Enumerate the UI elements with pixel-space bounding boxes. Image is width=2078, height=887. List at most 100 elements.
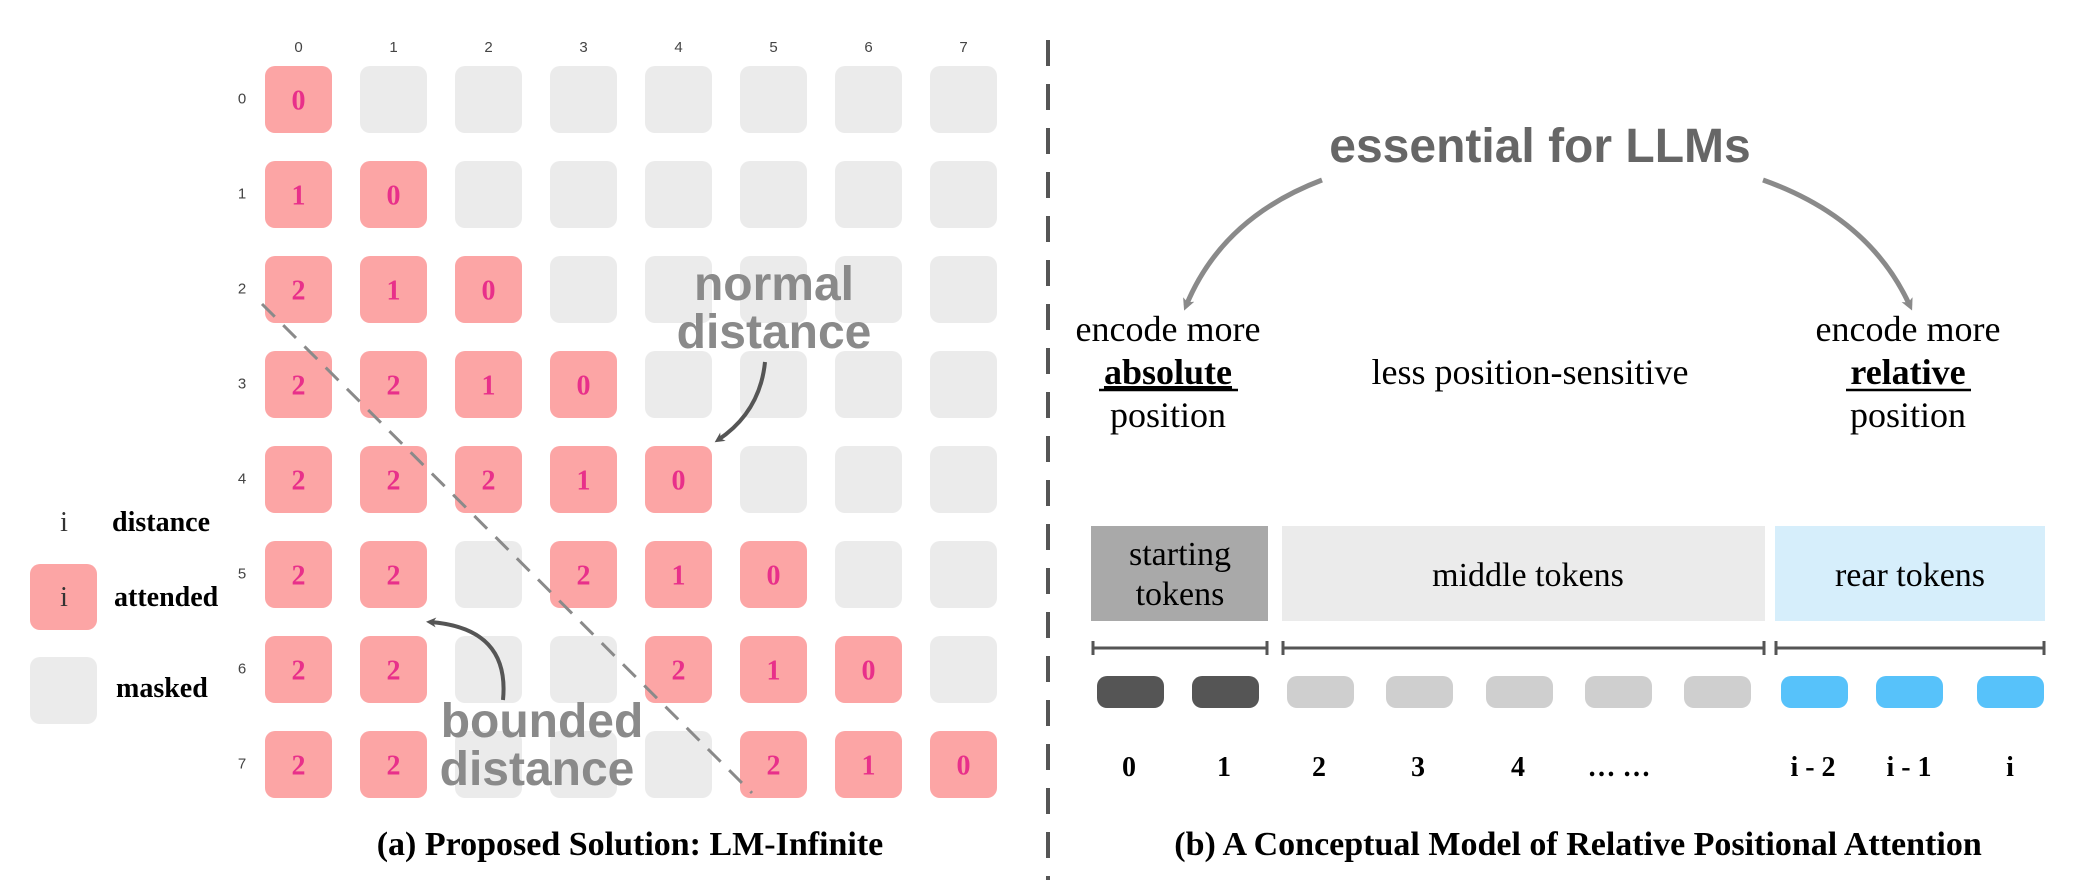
cell-distance-value: 0 (767, 561, 781, 592)
legend-attended-label: attended (114, 582, 219, 613)
masked-cell (835, 161, 902, 228)
cell-distance-value: 0 (577, 371, 591, 402)
masked-cell (835, 541, 902, 608)
column-index-5: 5 (769, 39, 777, 56)
attended-cell (265, 66, 332, 133)
cell-distance-value: 1 (482, 371, 496, 402)
masked-cell (740, 351, 807, 418)
row-index-7: 7 (238, 756, 246, 773)
cell-distance-value: 1 (767, 656, 781, 687)
token-index-label: 0 (1122, 752, 1136, 783)
legend-masked-swatch (30, 657, 97, 724)
masked-cell (740, 446, 807, 513)
token-pill (1781, 676, 1848, 708)
attended-cell (645, 446, 712, 513)
row-index-4: 4 (238, 471, 246, 488)
column-index-6: 6 (864, 39, 872, 56)
cell-distance-value: 2 (577, 561, 591, 592)
attended-cell (740, 636, 807, 703)
cell-distance-value: 1 (387, 276, 401, 307)
starting-range-bracket (1091, 641, 1269, 655)
normal-distance-label-line2: distance (677, 306, 872, 359)
right-caption: (b) A Conceptual Model of Relative Posit… (1174, 826, 1982, 863)
token-index-label: … … (1588, 752, 1651, 783)
cell-distance-value: 2 (292, 561, 306, 592)
row-index-5: 5 (238, 566, 246, 583)
token-index-label: 1 (1217, 752, 1231, 783)
row-index-0: 0 (238, 91, 246, 108)
masked-cell (930, 256, 997, 323)
attended-cell (360, 731, 427, 798)
row-index-2: 2 (238, 281, 246, 298)
legend-attended-swatch (30, 564, 97, 630)
cell-distance-value: 0 (672, 466, 686, 497)
cell-distance-value: 0 (957, 751, 971, 782)
token-pill (1192, 676, 1259, 708)
cell-distance-value: 2 (292, 276, 306, 307)
token-index-label: i - 1 (1886, 752, 1931, 783)
attended-cell (265, 446, 332, 513)
token-index-label: 3 (1411, 752, 1425, 783)
attended-cell (645, 541, 712, 608)
cell-distance-value: 2 (387, 466, 401, 497)
cell-distance-value: 2 (387, 371, 401, 402)
attended-cell (265, 731, 332, 798)
masked-cell (455, 161, 522, 228)
masked-cell (360, 66, 427, 133)
masked-cell (455, 541, 522, 608)
bounded-distance-label: bounded (441, 695, 644, 748)
range-brackets (1091, 641, 2046, 655)
starting-tokens-box (1091, 526, 1268, 621)
cell-distance-value: 2 (482, 466, 496, 497)
masked-cell (930, 636, 997, 703)
cell-distance-value: 2 (767, 751, 781, 782)
absolute-emphasis: absolute (1104, 352, 1232, 392)
attended-cell (550, 446, 617, 513)
attended-cell (265, 541, 332, 608)
masked-cell (645, 731, 712, 798)
attended-cell (360, 161, 427, 228)
attended-cell (360, 446, 427, 513)
masked-cell (930, 541, 997, 608)
bounded-distance-arrow (426, 617, 506, 701)
masked-cell (835, 351, 902, 418)
left-caption: (a) Proposed Solution: LM-Infinite (377, 826, 884, 863)
masked-cell (550, 256, 617, 323)
middle-tokens-box (1282, 526, 1765, 621)
attended-cell (740, 541, 807, 608)
attended-cell (550, 541, 617, 608)
masked-cell (550, 66, 617, 133)
cell-distance-value: 1 (292, 181, 306, 212)
column-index-0: 0 (294, 39, 302, 56)
column-index-3: 3 (579, 39, 587, 56)
cell-distance-value: 0 (862, 656, 876, 687)
masked-cell (930, 161, 997, 228)
rear-range-bracket (1774, 641, 2046, 655)
masked-cell (550, 731, 617, 798)
cell-distance-value: 2 (292, 656, 306, 687)
legend-attended-symbol: i (60, 582, 68, 613)
token-index-label: i (2006, 752, 2014, 783)
masked-cell (835, 256, 902, 323)
legend: i distance i attended masked (30, 507, 219, 724)
legend-distance-symbol: i (60, 507, 68, 538)
attended-cell (645, 636, 712, 703)
starting-tokens-label-line2: tokens (1136, 576, 1225, 613)
row-index-1: 1 (238, 186, 246, 203)
masked-cell (645, 256, 712, 323)
absolute-line3: position (1110, 395, 1226, 435)
attended-cell (455, 256, 522, 323)
attended-cell (360, 541, 427, 608)
masked-cell (930, 351, 997, 418)
token-index-label: 4 (1511, 752, 1525, 783)
token-row (1097, 676, 2044, 708)
diagonal-boundary-line (260, 302, 754, 795)
attended-cell (455, 446, 522, 513)
attended-cell (550, 351, 617, 418)
masked-cell (930, 446, 997, 513)
token-pill (1386, 676, 1453, 708)
absolute-line1: encode more (1076, 309, 1261, 349)
cell-distance-value: 2 (292, 751, 306, 782)
rear-tokens-box (1775, 526, 2045, 621)
